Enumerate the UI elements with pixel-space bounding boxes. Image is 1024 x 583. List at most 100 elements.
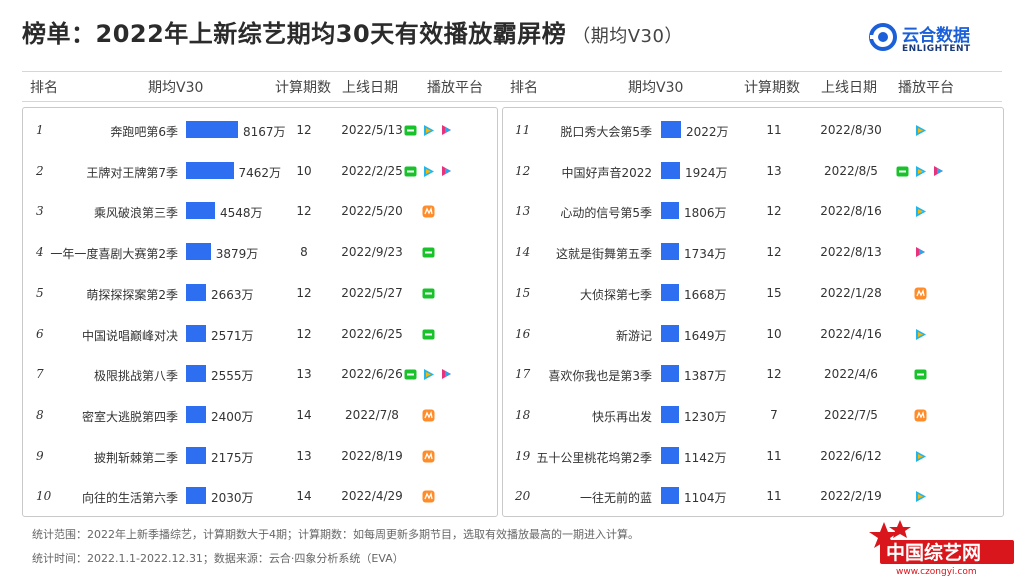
mango-icon [914, 287, 927, 300]
period-count: 11 [766, 123, 782, 137]
program-name: 喜欢你我也是第3季 [548, 369, 652, 384]
iqiyi-icon [404, 166, 417, 177]
launch-date: 2022/5/27 [341, 285, 403, 300]
rank-number: 11 [515, 123, 531, 137]
mango-icon [422, 490, 435, 503]
period-count: 8 [300, 245, 308, 260]
program-name: 萌探探探案第2季 [86, 287, 178, 302]
tencent-icon [916, 125, 926, 136]
rank-number: 10 [36, 489, 52, 504]
launch-date: 2022/8/13 [820, 245, 882, 260]
tencent-icon [916, 165, 926, 177]
v30-bar [186, 121, 238, 138]
v30-bar [186, 202, 215, 220]
tencent-icon [424, 165, 434, 177]
tencent-icon [916, 206, 926, 218]
header-platform-left: 播放平台 [427, 80, 483, 96]
period-count: 11 [766, 448, 782, 463]
launch-date: 2022/4/29 [341, 489, 403, 504]
iqiyi-icon [404, 369, 417, 380]
rank-number: 6 [36, 326, 44, 341]
program-name: 快乐再出发 [591, 409, 652, 424]
header-periods-left: 计算期数 [275, 80, 331, 96]
launch-date: 2022/2/19 [820, 489, 882, 504]
v30-value: 4548万 [219, 206, 263, 221]
period-count: 12 [766, 204, 782, 219]
program-name: 脱口秀大会第5季 [560, 125, 652, 139]
rank-number: 18 [515, 407, 531, 422]
iqiyi-icon [896, 166, 909, 177]
header-platform-right: 播放平台 [898, 80, 954, 96]
youku-icon [916, 247, 925, 258]
period-count: 12 [296, 123, 312, 137]
v30-value: 2175万 [211, 450, 254, 465]
rank-number: 3 [36, 204, 44, 219]
mango-icon [422, 409, 435, 422]
youku-icon [442, 125, 451, 135]
mango-icon [914, 409, 927, 422]
rank-number: 7 [36, 367, 44, 382]
header-date-left: 上线日期 [342, 80, 398, 96]
period-count: 11 [766, 489, 782, 504]
v30-value: 1230万 [684, 409, 727, 424]
v30-bar [186, 324, 206, 342]
rank-number: 13 [515, 204, 531, 219]
period-count: 15 [766, 285, 782, 300]
header-v30-right: 期均V30 [628, 80, 684, 96]
ranking-panel-right [502, 107, 1004, 517]
v30-value: 1649万 [684, 328, 727, 343]
launch-date: 2022/1/28 [820, 285, 882, 300]
v30-value: 2400万 [211, 409, 254, 424]
v30-bar [661, 243, 679, 261]
v30-value: 1734万 [684, 247, 727, 262]
rank-number: 17 [515, 367, 531, 382]
header-rank-right: 排名 [510, 80, 538, 96]
page-title: 榜单：2022年上新综艺期均30天有效播放霸屏榜 （期均V30） [22, 14, 683, 49]
launch-date: 2022/6/12 [820, 448, 882, 463]
brand-logo-icon [869, 23, 897, 51]
period-count: 7 [770, 407, 778, 422]
program-name: 一年一度喜剧大赛第2季 [50, 247, 178, 262]
launch-date: 2022/7/8 [345, 407, 399, 422]
program-name: 密室大逃脱第四季 [81, 409, 178, 424]
v30-bar [186, 161, 234, 179]
v30-bar [186, 365, 206, 383]
v30-value: 7462万 [238, 165, 282, 180]
v30-bar [661, 202, 679, 220]
v30-value: 1668万 [684, 287, 727, 302]
v30-bar [186, 487, 206, 505]
ranking-panel-left [22, 107, 498, 517]
rank-number: 5 [36, 285, 44, 300]
tencent-icon [424, 125, 434, 136]
launch-date: 2022/4/6 [824, 367, 878, 382]
youku-icon [442, 369, 451, 380]
youku-icon [934, 165, 943, 176]
v30-value: 2555万 [211, 369, 254, 384]
rank-number: 15 [515, 285, 531, 300]
v30-value: 3879万 [215, 247, 259, 262]
rank-number: 12 [515, 163, 531, 178]
period-count: 12 [296, 285, 312, 300]
program-name: 大侦探第七季 [579, 287, 652, 302]
v30-bar [661, 324, 679, 342]
v30-value: 1142万 [684, 450, 727, 465]
rank-number: 1 [36, 123, 44, 137]
tencent-icon [916, 491, 926, 503]
launch-date: 2022/6/25 [341, 326, 403, 341]
rank-number: 20 [515, 489, 531, 504]
v30-bar [661, 365, 679, 383]
program-name: 这就是街舞第五季 [555, 247, 652, 262]
rank-number: 2 [36, 163, 44, 178]
program-name: 奔跑吧第6季 [110, 125, 178, 139]
mango-icon [422, 450, 435, 463]
launch-date: 2022/8/30 [820, 123, 882, 137]
v30-value: 8167万 [243, 125, 286, 139]
program-name: 披荆斩棘第二季 [93, 450, 178, 465]
v30-value: 1924万 [685, 165, 728, 180]
footer-source-note: 统计时间：2022.1.1-2022.12.31；数据来源：云合·四象分析系统（… [32, 552, 404, 565]
subtitle-text: （期均V30） [572, 26, 683, 47]
period-count: 10 [766, 326, 782, 341]
iqiyi-icon [422, 247, 435, 258]
header-top-rule [22, 71, 1002, 72]
header-v30-left: 期均V30 [148, 80, 204, 96]
